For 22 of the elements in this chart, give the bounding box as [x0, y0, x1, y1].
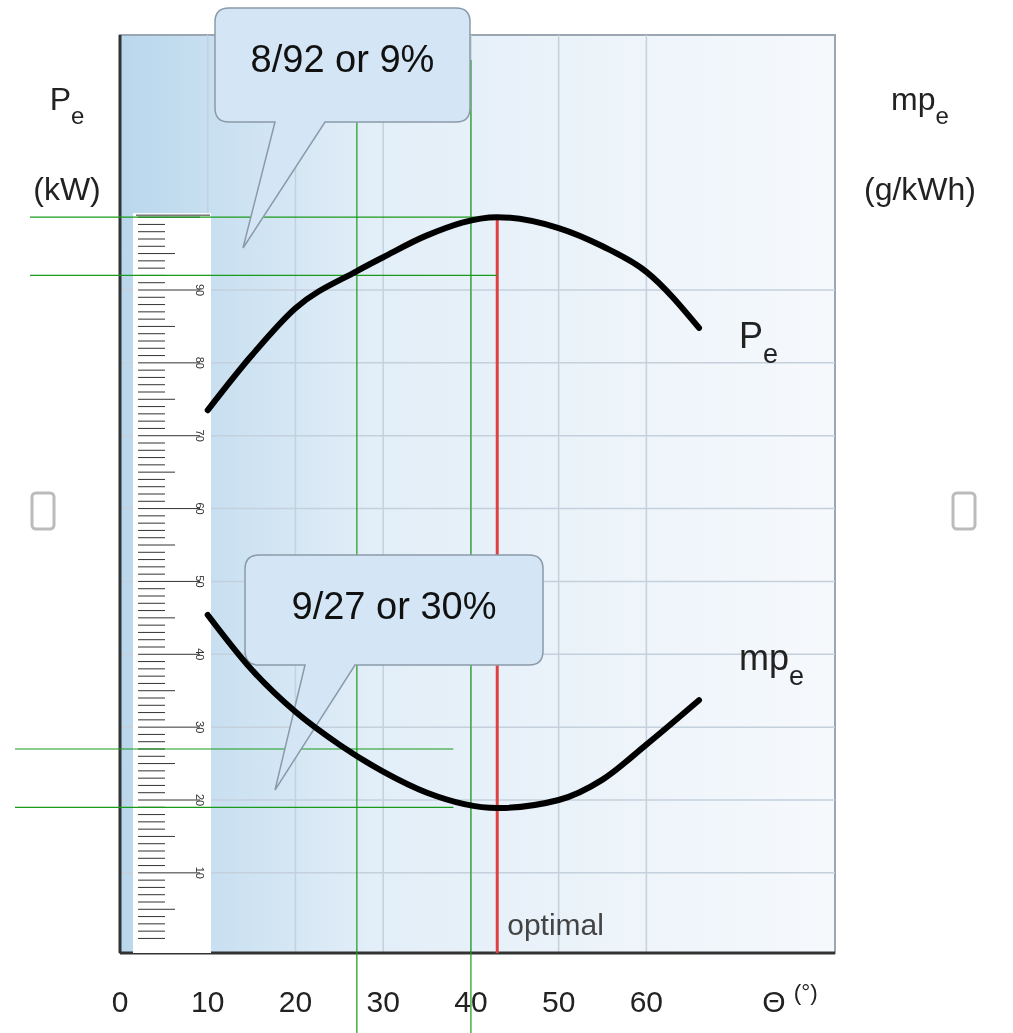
y-tick-label: 70: [194, 429, 206, 442]
x-axis-title: Θ $^{(°)}$: [762, 979, 818, 1018]
x-tick-label: 60: [629, 985, 664, 1018]
y-tick-label: 40: [194, 648, 206, 661]
ref-line-label: optimal: [507, 908, 604, 941]
y-tick-label: 20: [194, 793, 206, 807]
annotation: 9/27 or 30%: [291, 585, 497, 627]
x-tick-label: 30: [366, 985, 400, 1018]
y-tick-label: 50: [194, 575, 206, 588]
text: mp$_{e}$ (g/kWh): [864, 81, 976, 207]
series-label: mp$_{e}$: [739, 637, 805, 692]
y-tick-label: 30: [194, 721, 206, 734]
x-tick-label: 50: [541, 985, 576, 1018]
y-tick-label: 10: [194, 866, 206, 879]
x-tick-label: 20: [278, 985, 313, 1018]
text: P$_{e}$ (kW): [33, 81, 101, 207]
y-tick-label: 60: [194, 502, 206, 515]
series-label: P$_{e}$: [739, 314, 779, 369]
x-tick-label: 0: [111, 985, 129, 1018]
y-tick-label: 90: [194, 283, 206, 297]
y-tick-label: 80: [194, 356, 206, 369]
annotation: 8/92 or 9%: [250, 38, 435, 80]
